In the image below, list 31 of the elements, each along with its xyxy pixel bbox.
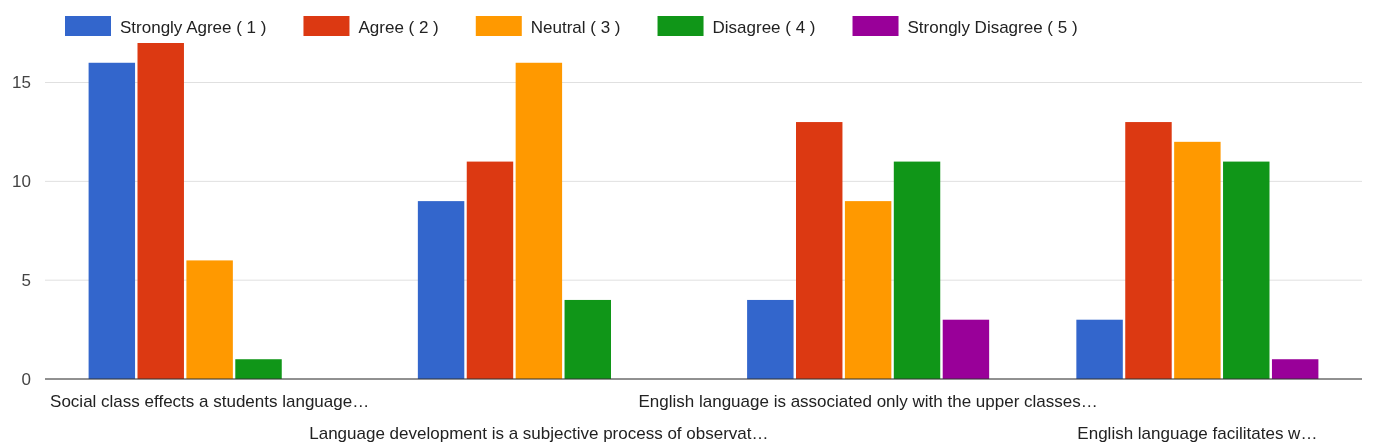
y-tick-label: 15 (12, 73, 31, 93)
bar (747, 299, 794, 379)
bar (137, 43, 184, 379)
bar (844, 201, 892, 379)
bar (88, 62, 136, 379)
legend-label: Strongly Disagree ( 5 ) (907, 18, 1078, 37)
y-tick-label: 10 (12, 172, 31, 192)
bar (564, 299, 611, 379)
legend-label: Strongly Agree ( 1 ) (120, 18, 267, 37)
bar (235, 359, 282, 379)
x-tick-label: English language is associated only with the upper classes… (638, 392, 1098, 411)
y-tick-label: 0 (21, 369, 31, 389)
x-tick-label: Language development is a subjective process of observat… (309, 424, 769, 443)
bar (1223, 161, 1270, 379)
x-tick-label: Social class effects a students language… (50, 392, 370, 411)
y-tick-label: 5 (21, 271, 31, 291)
bar (1125, 122, 1172, 379)
bar (1174, 141, 1221, 379)
bar (466, 161, 514, 379)
bar (893, 161, 941, 379)
bar (1076, 319, 1123, 379)
legend-label: Disagree ( 4 ) (712, 18, 816, 37)
legend-label: Neutral ( 3 ) (530, 18, 621, 37)
bar (186, 260, 233, 379)
bar (417, 201, 465, 379)
x-tick-label: English language facilitates w… (1077, 424, 1318, 443)
bar (1271, 359, 1319, 379)
bar (942, 319, 990, 379)
legend-label: Agree ( 2 ) (358, 18, 439, 37)
bar (796, 122, 843, 379)
bar (515, 62, 563, 379)
